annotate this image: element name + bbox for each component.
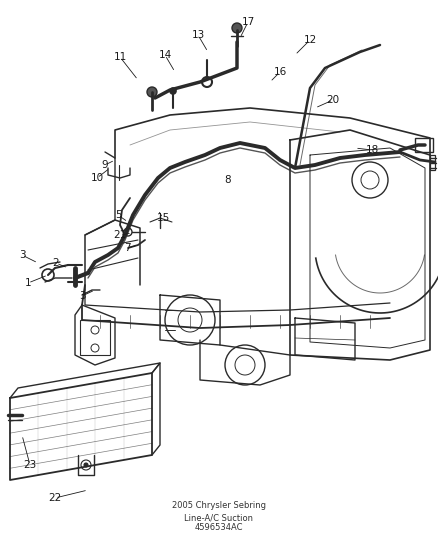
Text: 3: 3: [79, 291, 85, 301]
Text: 2: 2: [53, 258, 59, 268]
Circle shape: [170, 88, 176, 94]
Text: 23: 23: [23, 460, 37, 470]
Text: Line-A/C Suction: Line-A/C Suction: [184, 513, 254, 522]
Text: 13: 13: [191, 30, 205, 40]
Text: 14: 14: [159, 50, 172, 60]
Text: 1: 1: [25, 278, 31, 288]
Text: 5: 5: [115, 210, 121, 220]
Circle shape: [84, 463, 88, 467]
Bar: [430, 155, 435, 170]
Text: 21: 21: [113, 230, 127, 240]
Bar: [80, 320, 110, 355]
Text: 12: 12: [304, 35, 317, 45]
Text: 7: 7: [124, 243, 131, 253]
Text: 15: 15: [156, 213, 170, 223]
Text: 2005 Chrysler Sebring: 2005 Chrysler Sebring: [172, 502, 266, 511]
Bar: [415, 138, 433, 152]
Text: 18: 18: [365, 145, 378, 155]
Text: 10: 10: [90, 173, 103, 183]
Text: 8: 8: [225, 175, 231, 185]
Text: 9: 9: [102, 160, 108, 170]
Text: 16: 16: [273, 67, 286, 77]
Text: 3: 3: [19, 250, 25, 260]
Text: 17: 17: [241, 17, 254, 27]
Circle shape: [147, 87, 157, 97]
Text: 4596534AC: 4596534AC: [195, 523, 243, 532]
Circle shape: [232, 23, 242, 33]
Text: 22: 22: [48, 493, 62, 503]
Text: 11: 11: [113, 52, 127, 62]
Text: 20: 20: [326, 95, 339, 105]
